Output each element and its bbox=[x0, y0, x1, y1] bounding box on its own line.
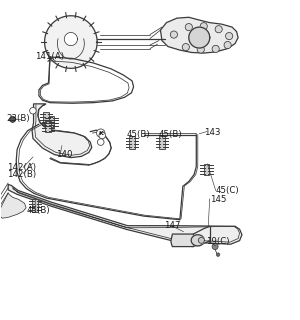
Text: K: K bbox=[98, 131, 103, 136]
Circle shape bbox=[30, 108, 36, 114]
Polygon shape bbox=[32, 199, 38, 212]
Polygon shape bbox=[189, 27, 210, 48]
Text: 45(B): 45(B) bbox=[126, 130, 150, 139]
Circle shape bbox=[212, 244, 218, 250]
Polygon shape bbox=[45, 16, 97, 68]
Circle shape bbox=[215, 26, 222, 33]
Circle shape bbox=[212, 45, 219, 52]
Circle shape bbox=[200, 23, 207, 30]
Circle shape bbox=[97, 129, 105, 137]
Text: 145: 145 bbox=[210, 195, 226, 204]
Polygon shape bbox=[64, 33, 77, 46]
Polygon shape bbox=[8, 185, 242, 244]
Polygon shape bbox=[198, 237, 204, 243]
Text: 147: 147 bbox=[164, 220, 181, 229]
Circle shape bbox=[182, 44, 189, 51]
Circle shape bbox=[98, 139, 104, 145]
Polygon shape bbox=[171, 234, 195, 247]
Text: 142(A): 142(A) bbox=[7, 163, 36, 172]
Polygon shape bbox=[44, 112, 49, 124]
Text: 45(C): 45(C) bbox=[216, 186, 239, 195]
Circle shape bbox=[197, 46, 204, 53]
Polygon shape bbox=[159, 136, 165, 149]
Text: 140: 140 bbox=[56, 149, 72, 158]
Polygon shape bbox=[204, 164, 209, 175]
Text: 143: 143 bbox=[204, 128, 220, 137]
Circle shape bbox=[185, 24, 192, 31]
Polygon shape bbox=[129, 136, 135, 149]
Polygon shape bbox=[45, 121, 51, 132]
Polygon shape bbox=[32, 104, 92, 158]
Circle shape bbox=[216, 253, 220, 256]
Text: 19(C): 19(C) bbox=[206, 237, 230, 246]
Polygon shape bbox=[49, 116, 54, 127]
Polygon shape bbox=[191, 235, 204, 246]
Polygon shape bbox=[160, 17, 238, 53]
Circle shape bbox=[99, 132, 106, 139]
Text: 45(B): 45(B) bbox=[159, 130, 183, 139]
Circle shape bbox=[224, 42, 231, 49]
Text: 141(A): 141(A) bbox=[35, 52, 64, 61]
Circle shape bbox=[226, 33, 233, 40]
Circle shape bbox=[170, 31, 178, 38]
Polygon shape bbox=[0, 193, 26, 218]
Circle shape bbox=[10, 116, 16, 122]
Text: 45(B): 45(B) bbox=[26, 206, 50, 215]
Text: 142(B): 142(B) bbox=[7, 170, 36, 179]
Text: 23(B): 23(B) bbox=[7, 114, 30, 123]
